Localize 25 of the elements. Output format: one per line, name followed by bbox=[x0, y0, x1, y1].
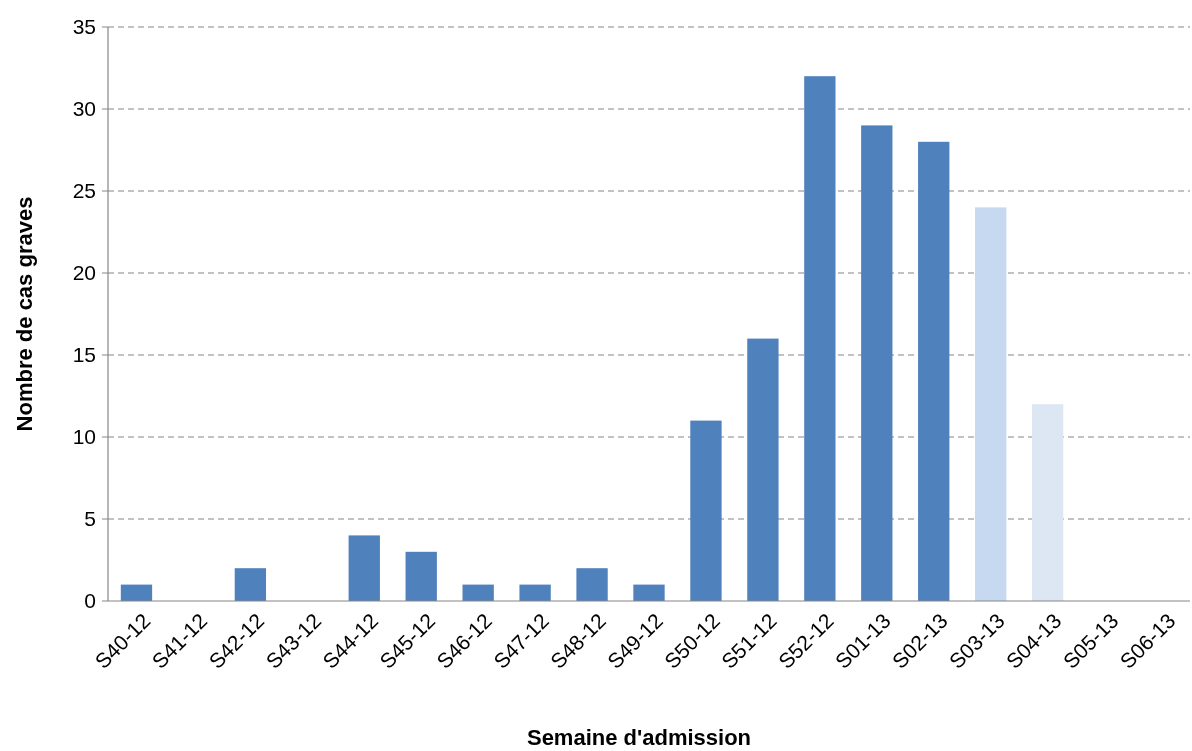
y-tick-label: 30 bbox=[72, 97, 96, 121]
y-tick-label: 35 bbox=[72, 15, 96, 39]
y-tick-label: 10 bbox=[72, 425, 96, 449]
y-tick-label: 5 bbox=[84, 507, 96, 531]
bar bbox=[462, 584, 494, 601]
y-tick-label: 0 bbox=[84, 589, 96, 613]
bar bbox=[690, 420, 722, 601]
bar bbox=[975, 207, 1007, 601]
bar bbox=[120, 584, 153, 601]
bar bbox=[804, 76, 836, 601]
bar bbox=[234, 568, 267, 601]
y-tick-label: 25 bbox=[72, 179, 96, 203]
bar bbox=[1031, 404, 1064, 601]
bar bbox=[519, 584, 551, 601]
x-axis-title: Semaine d'admission bbox=[526, 725, 752, 750]
bar bbox=[633, 584, 665, 601]
bar bbox=[405, 551, 437, 601]
y-tick-label: 15 bbox=[72, 343, 96, 367]
bar bbox=[576, 568, 608, 601]
bar bbox=[747, 338, 779, 601]
bar bbox=[348, 535, 380, 601]
y-axis-title: Nombre de cas graves bbox=[12, 196, 37, 432]
bar bbox=[861, 125, 893, 601]
bar bbox=[918, 141, 950, 601]
y-tick-label: 20 bbox=[72, 261, 96, 285]
